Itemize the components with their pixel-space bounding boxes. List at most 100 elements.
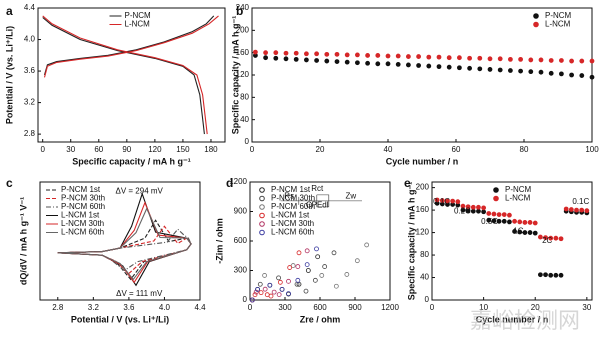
data-point: [279, 286, 285, 292]
x-tick-label: 40: [384, 145, 393, 154]
y-tick-label: 40: [420, 273, 429, 282]
data-point: [543, 272, 548, 278]
data-point: [249, 297, 255, 303]
data-point: [252, 49, 258, 55]
y-tick-label: 900: [234, 207, 248, 216]
data-point: [455, 199, 461, 205]
data-point: [507, 68, 513, 73]
data-point: [558, 272, 564, 278]
y-tick-label: 4.4: [24, 3, 36, 12]
x-tick-label: 3.2: [88, 303, 100, 312]
data-point: [470, 204, 476, 210]
data-point: [273, 55, 279, 61]
legend-label: P-NCM 1st: [61, 185, 101, 194]
data-point: [293, 50, 299, 56]
legend-label: P-NCM: [545, 11, 572, 20]
data-point: [522, 230, 528, 235]
data-point: [253, 289, 259, 295]
legend-swatch: [259, 212, 265, 219]
data-point: [517, 219, 523, 225]
data-point: [262, 286, 268, 292]
x-axis-label: Zre / ohm: [300, 314, 341, 324]
legend-swatch: [259, 229, 265, 236]
legend-swatch: [493, 187, 499, 193]
x-tick-label: 2.8: [52, 303, 64, 312]
data-point: [255, 286, 260, 292]
data-point: [518, 68, 523, 74]
data-point: [507, 219, 512, 225]
data-point: [558, 236, 564, 242]
data-point: [416, 63, 422, 68]
data-point: [532, 230, 538, 236]
legend-swatch: [259, 204, 265, 210]
data-point: [574, 207, 579, 213]
x-axis-label: Cycle number / n: [476, 314, 549, 324]
data-point: [528, 57, 534, 63]
data-point: [286, 278, 291, 284]
data-point: [385, 53, 391, 59]
data-point: [375, 61, 381, 67]
legend-swatch: [259, 195, 265, 202]
data-point: [548, 70, 554, 76]
x-tick-label: 180: [204, 145, 218, 154]
y-tick-label: 1200: [229, 177, 247, 186]
data-point: [537, 272, 543, 278]
data-point: [385, 61, 391, 67]
data-point: [517, 229, 523, 235]
data-point: [528, 69, 534, 75]
y-tick-label: 3.2: [24, 98, 36, 107]
y-axis-label: Specific capacity / mA h g⁻¹: [230, 16, 240, 134]
data-point: [497, 67, 503, 73]
data-point: [477, 55, 483, 61]
data-point: [375, 53, 381, 58]
data-point: [579, 207, 585, 213]
data-point: [365, 53, 371, 58]
data-point: [527, 220, 533, 225]
legend-label: P-NCM 1st: [271, 185, 311, 194]
x-tick-label: 20: [316, 145, 325, 154]
data-point: [487, 56, 493, 62]
data-point: [276, 275, 281, 281]
data-point: [501, 218, 507, 224]
x-tick-label: 80: [520, 145, 529, 154]
data-point: [426, 63, 432, 69]
data-point: [496, 218, 502, 224]
data-point: [501, 212, 507, 217]
data-point: [314, 58, 320, 63]
x-tick-label: 0: [430, 303, 435, 312]
x-tick-label: 90: [122, 145, 131, 154]
x-tick-label: 10: [479, 303, 488, 312]
data-point: [344, 52, 350, 58]
data-point: [314, 51, 320, 57]
data-point: [548, 58, 554, 63]
y-tick-label: 120: [416, 228, 430, 237]
legend-label: P-NCM 60th: [271, 202, 315, 211]
data-point: [295, 277, 301, 283]
data-point: [365, 60, 371, 66]
legend-label: L-NCM: [125, 20, 151, 29]
data-point: [476, 208, 481, 214]
data-point: [446, 64, 452, 70]
annotation: 0.5C: [481, 217, 498, 226]
data-point: [445, 198, 450, 204]
data-point: [450, 198, 456, 204]
data-line: [42, 15, 219, 135]
data-point: [553, 272, 559, 278]
legend-label: L-NCM 30th: [271, 219, 314, 228]
data-point: [446, 55, 452, 61]
x-axis-label: Potential / V (vs. Li⁺/Li): [71, 314, 169, 324]
legend-swatch: [493, 195, 499, 202]
y-tick-label: 80: [240, 92, 249, 101]
data-point: [589, 58, 595, 64]
data-point: [553, 235, 559, 241]
data-point: [568, 207, 574, 212]
data-point: [416, 54, 422, 59]
data-point: [522, 220, 528, 225]
data-point: [436, 54, 442, 60]
legend-label: L-NCM 60th: [61, 228, 104, 237]
y-tick-label: 80: [420, 250, 429, 259]
x-tick-label: 120: [148, 145, 162, 154]
data-point: [290, 263, 296, 268]
x-tick-label: 20: [531, 303, 540, 312]
data-point: [263, 50, 269, 56]
